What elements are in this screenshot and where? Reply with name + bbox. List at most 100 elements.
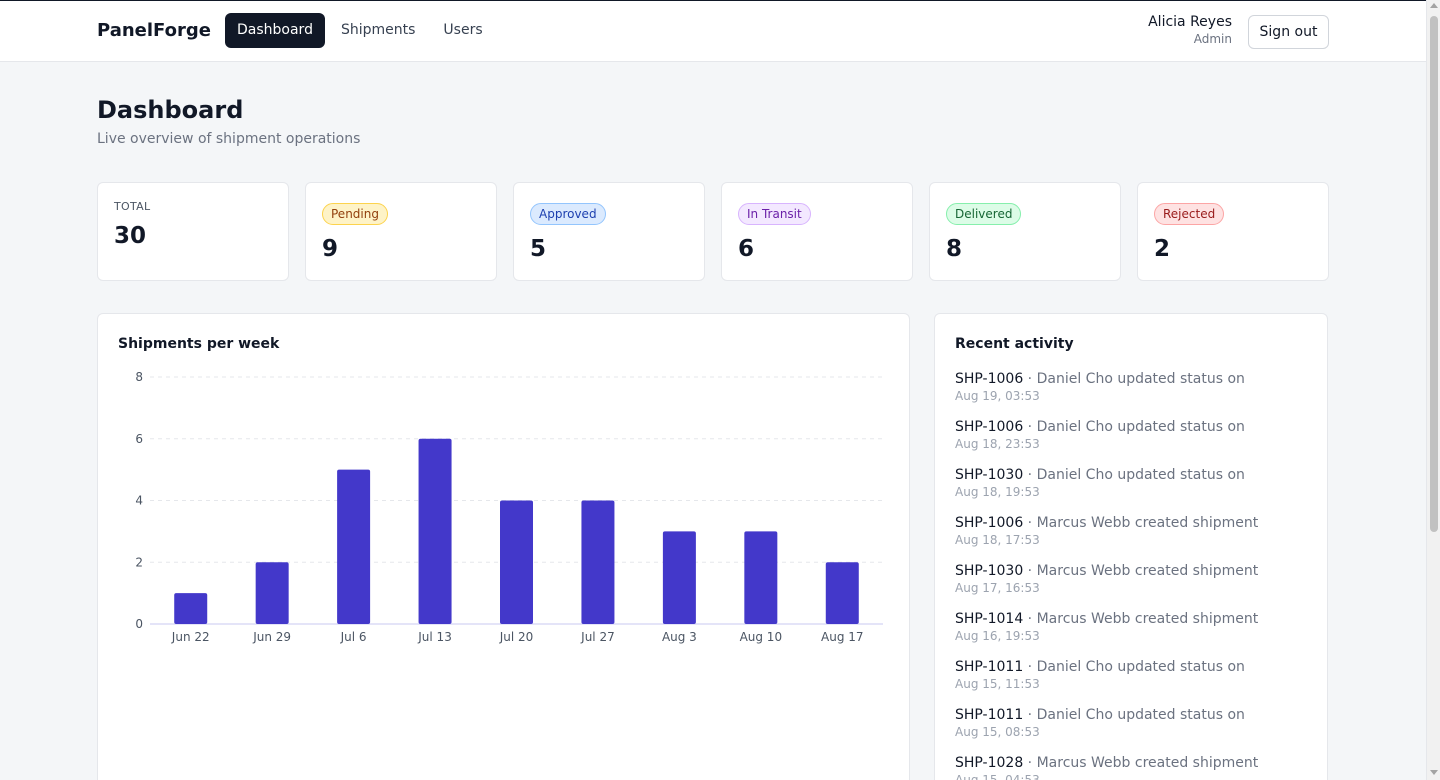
activity-separator: · xyxy=(1023,371,1037,387)
x-tick-label: Aug 3 xyxy=(662,630,697,644)
activity-separator: · xyxy=(1023,707,1037,723)
chart-bar[interactable] xyxy=(825,562,859,624)
scrollbar[interactable] xyxy=(1426,0,1440,780)
activity-item[interactable]: SHP-1030 · Daniel Cho updated status on A… xyxy=(955,467,1315,515)
chart-bar[interactable] xyxy=(337,469,371,624)
activity-shipment-id[interactable]: SHP-1006 xyxy=(955,419,1024,435)
activity-line: SHP-1030 · Daniel Cho updated status on xyxy=(955,467,1315,483)
activity-text: Marcus Webb created shipment xyxy=(1036,563,1259,579)
main-nav: Dashboard Shipments Users xyxy=(225,13,495,48)
stat-card-delivered: Delivered 8 xyxy=(929,182,1121,281)
chart-title: Shipments per week xyxy=(118,336,280,352)
activity-separator: · xyxy=(1023,659,1037,675)
page-title: Dashboard xyxy=(97,96,244,124)
activity-text: Marcus Webb created shipment xyxy=(1036,611,1259,627)
chart-bar[interactable] xyxy=(174,593,208,624)
chart-bar[interactable] xyxy=(581,500,615,625)
stat-delivered-value: 8 xyxy=(946,236,963,262)
x-tick-label: Aug 17 xyxy=(821,630,864,644)
activity-text: Marcus Webb created shipment xyxy=(1036,755,1259,771)
activity-separator: · xyxy=(1023,515,1037,531)
chart-bar[interactable] xyxy=(418,438,452,624)
activity-separator: · xyxy=(1023,755,1037,771)
activity-time: Aug 18, 19:53 xyxy=(955,485,1040,499)
activity-separator: · xyxy=(1023,419,1037,435)
chart-bar[interactable] xyxy=(255,562,289,624)
stat-total-label: TOTAL xyxy=(114,200,151,213)
sign-out-button[interactable]: Sign out xyxy=(1248,15,1329,49)
activity-line: SHP-1006 · Marcus Webb created shipment xyxy=(955,515,1315,531)
stat-card-in-transit: In Transit 6 xyxy=(721,182,913,281)
activity-shipment-id[interactable]: SHP-1028 xyxy=(955,755,1024,771)
activity-shipment-id[interactable]: SHP-1006 xyxy=(955,371,1024,387)
x-tick-label: Jul 20 xyxy=(499,630,534,644)
chart-card: Shipments per week 0 2 4 6 8 Jun 22 Jun 29 Jul … xyxy=(97,313,910,780)
nav-dashboard[interactable]: Dashboard xyxy=(225,13,325,48)
stat-rejected-value: 2 xyxy=(1154,236,1171,262)
chart-bar[interactable] xyxy=(500,500,533,625)
y-tick-label: 4 xyxy=(135,494,143,508)
stat-total-value: 30 xyxy=(114,223,147,249)
activity-item[interactable]: SHP-1011 · Daniel Cho updated status on A… xyxy=(955,707,1315,755)
scroll-up-icon[interactable] xyxy=(1430,3,1438,8)
y-tick-label: 2 xyxy=(135,555,143,569)
chart-bar[interactable] xyxy=(662,531,696,624)
activity-time: Aug 18, 23:53 xyxy=(955,437,1040,451)
activity-shipment-id[interactable]: SHP-1014 xyxy=(955,611,1024,627)
brand-logo[interactable]: PanelForge xyxy=(97,20,211,41)
stat-card-pending: Pending 9 xyxy=(305,182,497,281)
x-tick-label: Jun 29 xyxy=(252,630,291,644)
stat-pending-value: 9 xyxy=(322,236,339,262)
activity-shipment-id[interactable]: SHP-1011 xyxy=(955,659,1024,675)
stat-approved-value: 5 xyxy=(530,236,547,262)
activity-line: SHP-1028 · Marcus Webb created shipment xyxy=(955,755,1315,771)
activity-item[interactable]: SHP-1006 · Daniel Cho updated status on A… xyxy=(955,371,1315,419)
activity-item[interactable]: SHP-1006 · Marcus Webb created shipment A… xyxy=(955,515,1315,563)
x-tick-label: Jun 22 xyxy=(171,630,210,644)
y-tick-label: 0 xyxy=(135,617,143,631)
chart-bar[interactable] xyxy=(744,531,778,624)
activity-time: Aug 15, 04:53 xyxy=(955,773,1040,780)
stat-card-rejected: Rejected 2 xyxy=(1137,182,1329,281)
x-tick-label: Aug 10 xyxy=(740,630,783,644)
user-name: Alicia Reyes xyxy=(1148,14,1232,30)
activity-time: Aug 17, 16:53 xyxy=(955,581,1040,595)
activity-time: Aug 16, 19:53 xyxy=(955,629,1040,643)
x-tick-label: Jul 27 xyxy=(580,630,615,644)
activity-line: SHP-1014 · Marcus Webb created shipment xyxy=(955,611,1315,627)
bar-chart: 0 2 4 6 8 Jun 22 Jun 29 Jul 6 Jul 13 Jul 20 Jul 27… xyxy=(135,370,883,644)
activity-item[interactable]: SHP-1011 · Daniel Cho updated status on A… xyxy=(955,659,1315,707)
activity-shipment-id[interactable]: SHP-1011 xyxy=(955,707,1024,723)
activity-line: SHP-1011 · Daniel Cho updated status on xyxy=(955,659,1315,675)
activity-shipment-id[interactable]: SHP-1030 xyxy=(955,563,1024,579)
page-subtitle: Live overview of shipment operations xyxy=(97,131,361,147)
top-navbar: PanelForge Dashboard Shipments Users Ali… xyxy=(0,0,1426,62)
scroll-thumb[interactable] xyxy=(1430,16,1438,532)
y-tick-label: 8 xyxy=(135,370,143,384)
nav-shipments[interactable]: Shipments xyxy=(340,22,416,38)
activity-shipment-id[interactable]: SHP-1030 xyxy=(955,467,1024,483)
status-badge-pending: Pending xyxy=(322,203,388,225)
activity-item[interactable]: SHP-1030 · Marcus Webb created shipment A… xyxy=(955,563,1315,611)
status-badge-delivered: Delivered xyxy=(946,203,1022,225)
activity-line: SHP-1006 · Daniel Cho updated status on xyxy=(955,371,1315,387)
activity-text: Marcus Webb created shipment xyxy=(1036,515,1259,531)
activity-separator: · xyxy=(1023,611,1037,627)
activity-item[interactable]: SHP-1006 · Daniel Cho updated status on A… xyxy=(955,419,1315,467)
activity-text: Daniel Cho updated status on xyxy=(1036,707,1245,723)
activity-separator: · xyxy=(1023,563,1037,579)
scroll-down-icon[interactable] xyxy=(1430,770,1438,775)
activity-item[interactable]: SHP-1028 · Marcus Webb created shipment A… xyxy=(955,755,1315,780)
activity-text: Daniel Cho updated status on xyxy=(1036,419,1245,435)
activity-separator: · xyxy=(1023,467,1037,483)
activity-shipment-id[interactable]: SHP-1006 xyxy=(955,515,1024,531)
activity-line: SHP-1011 · Daniel Cho updated status on xyxy=(955,707,1315,723)
activity-list: SHP-1006 · Daniel Cho updated status on A… xyxy=(955,371,1315,780)
status-badge-approved: Approved xyxy=(530,203,606,225)
stat-card-total: TOTAL 30 xyxy=(97,182,289,281)
nav-users[interactable]: Users xyxy=(443,22,483,38)
activity-item[interactable]: SHP-1014 · Marcus Webb created shipment A… xyxy=(955,611,1315,659)
y-tick-label: 6 xyxy=(135,432,143,446)
x-tick-label: Jul 6 xyxy=(340,630,367,644)
activity-time: Aug 15, 08:53 xyxy=(955,725,1040,739)
